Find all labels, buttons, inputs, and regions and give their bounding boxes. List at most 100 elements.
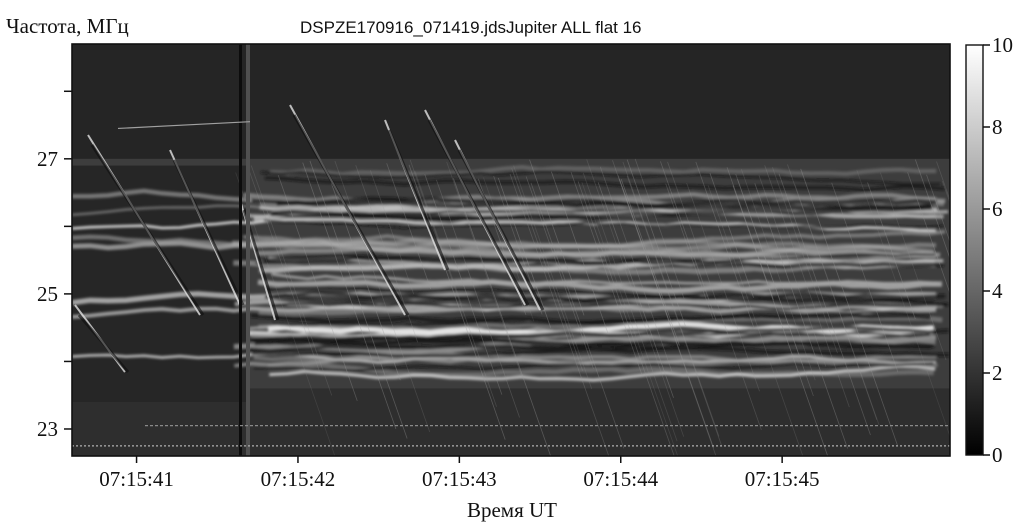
streak [446,161,523,379]
streak [634,158,685,300]
streak [726,167,774,301]
streak [914,159,950,260]
interference-line [246,44,250,456]
streak [525,176,594,369]
dark-gap [260,170,941,186]
streak [529,159,585,316]
s-burst-shadow [77,314,130,373]
striation [270,165,937,177]
streak [926,174,950,244]
streak [867,182,916,320]
streak [453,178,552,456]
colorbar-tick-label: 6 [992,197,1003,221]
y-tick-label: 27 [37,147,58,171]
streak [754,183,848,449]
s-bursts [74,104,545,373]
streak [995,183,1022,469]
dark-gap [268,325,949,344]
streak [787,164,878,420]
streak [856,169,950,438]
colorbar-tick-label: 0 [992,443,1003,467]
streak [735,173,814,397]
streak [999,186,1022,348]
streak [800,168,898,446]
colorbar-tick-label: 10 [992,33,1013,57]
x-tick-label: 07:15:42 [261,467,336,491]
streak [530,182,625,449]
streak [620,179,680,346]
streak [737,178,803,366]
streak [740,168,816,381]
dark-gap [268,302,949,311]
dark-gap [271,310,932,327]
colorbar-ticks: 0 2 4 6 8 10 [983,33,1013,467]
streak [513,165,593,390]
streak [250,165,333,396]
x-tick-label: 07:15:43 [422,467,497,491]
streak [778,173,871,436]
narrowband-line [117,121,251,130]
streak [686,182,760,392]
streak [732,185,829,456]
streak [582,172,678,442]
streak [626,175,723,447]
streak [1018,177,1022,439]
colorbar-tick-label: 2 [992,361,1003,385]
streak [936,161,950,202]
colorbar-tick-label: 4 [992,279,1003,303]
spectrogram-texture [72,44,1022,470]
striation [234,354,937,368]
streak [586,159,685,437]
s-burst-shadow [292,114,410,316]
streak [424,174,503,395]
streak [1010,172,1022,433]
streak [764,165,850,408]
streak [1005,165,1022,292]
streak [622,161,720,437]
x-tick-label: 07:15:45 [745,467,820,491]
x-tick-label: 07:15:44 [583,467,658,491]
streak [907,172,950,295]
striation [232,238,935,255]
interference-line [239,44,242,456]
streak [831,182,899,373]
streak [794,184,880,426]
colorbar-gradient [965,44,984,456]
streak [1016,184,1022,359]
dark-gap [264,176,945,192]
streak [599,166,673,374]
dark-gap [255,252,936,266]
colorbar-tick-label: 8 [992,115,1003,139]
y-tick-label: 23 [37,417,58,441]
streak [626,159,686,327]
streak [550,171,609,335]
early-band [72,165,247,402]
striation [269,364,936,382]
streak [330,182,401,381]
streak [334,160,431,433]
s-burst-shadow [387,129,450,271]
striation [257,279,943,294]
streak [758,175,827,367]
streak [667,161,762,431]
streak [1008,178,1022,470]
streak [235,172,336,456]
dark-gap [254,338,935,349]
x-axis: 07:15:41 07:15:42 07:15:43 07:15:44 07:15:45 [99,456,819,491]
dark-gap [272,204,933,222]
streak [511,168,583,371]
striation [72,218,937,233]
streak [577,181,675,456]
streak [772,167,838,354]
streak [302,162,397,430]
streak [709,172,754,298]
spectrogram [72,44,1022,470]
dark-gap [251,196,932,211]
s-burst-shadow [172,159,245,306]
dark-gap [249,343,950,358]
s-burst-shadow [427,119,530,306]
streak [408,164,506,440]
x-tick-label: 07:15:41 [99,467,174,491]
dark-gap [263,218,944,230]
s-burst-shadow [90,144,205,316]
